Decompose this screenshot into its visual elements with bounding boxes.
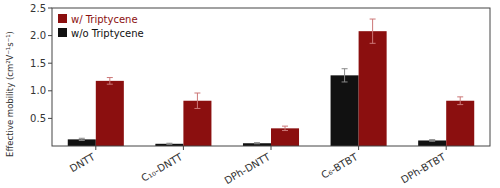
x-tick bbox=[271, 146, 272, 150]
bar bbox=[446, 101, 474, 146]
error-bar bbox=[166, 143, 172, 144]
error-bar bbox=[79, 138, 85, 140]
y-tick bbox=[48, 118, 52, 119]
error-bar bbox=[282, 126, 288, 130]
x-tick-label: DPh-DNTT bbox=[222, 151, 272, 186]
x-tick bbox=[446, 146, 447, 150]
chart: 0.5 1.0 1.5 2.0 2.5 DNTT C₁₀-DNTT DPh-DNTT C₆-BT… bbox=[0, 0, 500, 188]
x-tick-label: C₁₀-DNTT bbox=[139, 151, 185, 184]
x-tick-label: C₆-BTBT bbox=[319, 151, 360, 181]
bar bbox=[359, 31, 387, 146]
error-bar bbox=[457, 97, 463, 105]
legend-label: w/ Triptycene bbox=[71, 14, 138, 25]
bar bbox=[331, 75, 359, 146]
x-tick-label: DNTT bbox=[68, 151, 98, 175]
legend-label: w/o Triptycene bbox=[71, 28, 144, 39]
legend-swatch bbox=[58, 28, 67, 37]
y-tick-label: 1.0 bbox=[30, 85, 46, 96]
y-tick-label: 2.5 bbox=[30, 3, 46, 14]
plot-frame bbox=[52, 8, 490, 146]
x-tick-label: DPh-BTBT bbox=[399, 151, 448, 186]
bar bbox=[418, 140, 446, 146]
y-tick-label: 2.0 bbox=[30, 30, 46, 41]
y-axis-label: Effective mobility (cm²V⁻¹s⁻¹) bbox=[5, 31, 15, 157]
x-tick bbox=[183, 146, 184, 150]
error-bar bbox=[429, 140, 435, 142]
error-bar bbox=[194, 93, 200, 108]
error-bar bbox=[254, 143, 260, 144]
y-tick bbox=[48, 35, 52, 36]
y-tick-label: 1.5 bbox=[30, 58, 46, 69]
y-tick-label: 0.5 bbox=[30, 113, 46, 124]
x-tick bbox=[95, 146, 96, 150]
y-tick bbox=[48, 90, 52, 91]
x-tick bbox=[358, 146, 359, 150]
error-bar bbox=[342, 69, 348, 82]
legend-swatch bbox=[58, 14, 67, 23]
plot-area bbox=[68, 19, 474, 146]
bar bbox=[96, 81, 124, 146]
y-tick bbox=[48, 8, 52, 9]
error-bar bbox=[107, 78, 113, 85]
y-tick bbox=[48, 63, 52, 64]
error-bar bbox=[370, 19, 376, 43]
